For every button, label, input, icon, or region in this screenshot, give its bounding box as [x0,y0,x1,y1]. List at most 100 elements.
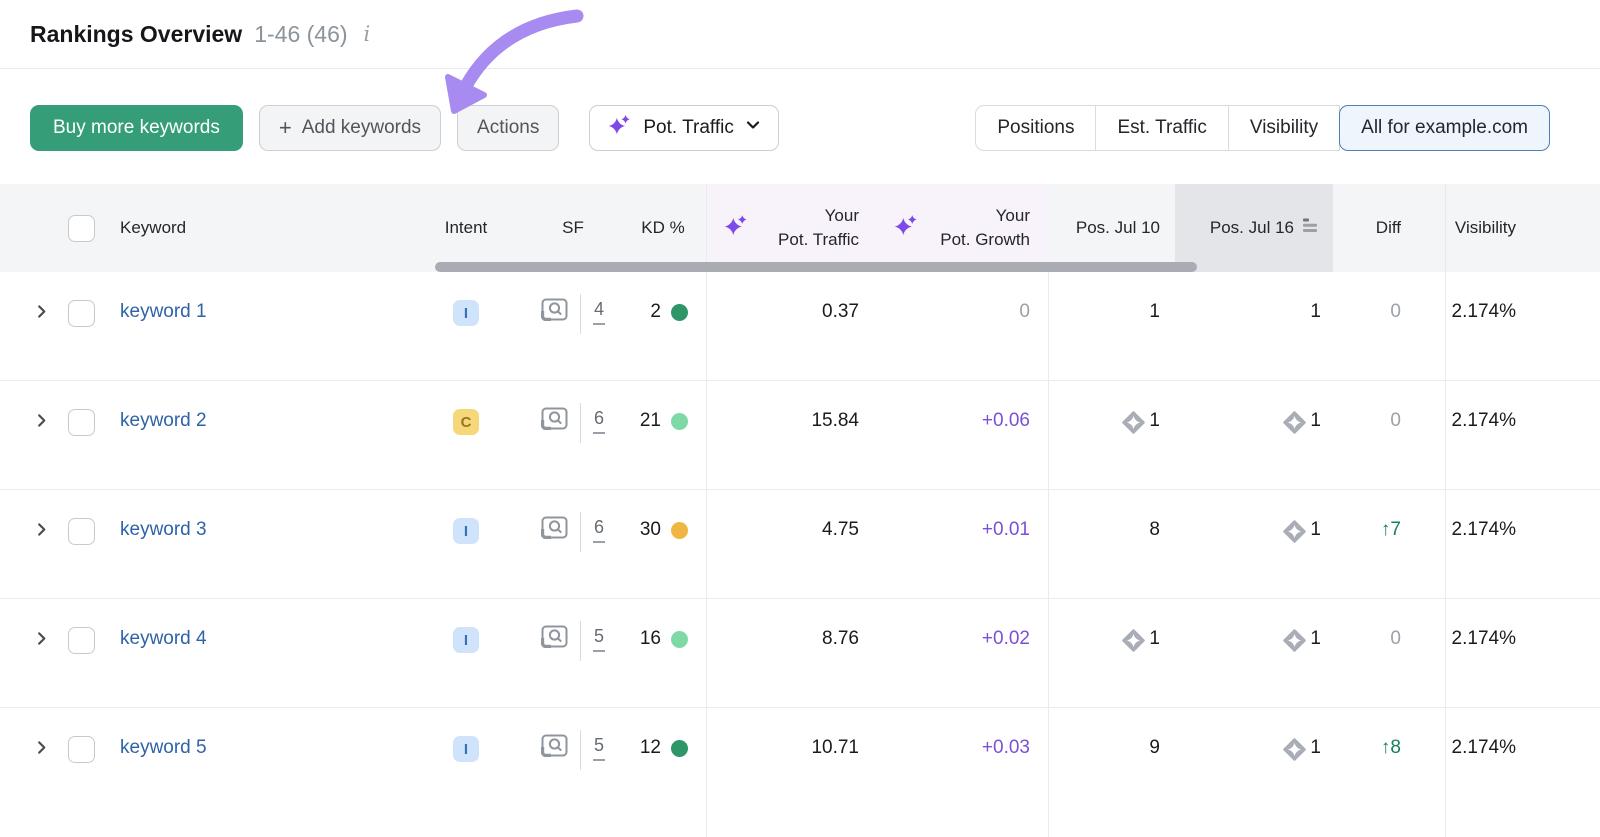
intent-cell: I [406,272,526,380]
row-checkbox[interactable] [68,736,95,763]
position-value: 1 [1149,628,1160,650]
view-tab-visibility[interactable]: Visibility [1228,105,1340,151]
column-header-kd[interactable]: KD % [620,184,706,272]
chevron-down-icon [745,117,761,139]
horizontal-scrollbar-thumb[interactable] [435,262,1197,272]
pot-growth-value: 0 [1019,301,1030,323]
intent-badge[interactable]: I [453,627,479,653]
serp-features-icon[interactable] [541,625,568,654]
sf-cell: 6 [526,490,620,598]
table-row: keyword 4I5168.76+0.021102.174% [0,599,1600,708]
chevron-right-icon [34,739,49,761]
column-header-pos-curr[interactable]: Pos. Jul 16 [1175,184,1333,272]
position-value: 1 [1310,410,1321,432]
pot-traffic-value: 15.84 [811,410,859,432]
visibility-cell: 2.174% [1445,272,1600,380]
pos-curr-cell: 1 [1175,599,1333,707]
expand-row-button[interactable] [0,490,66,598]
column-header-pot-growth[interactable]: Your Pot. Growth [877,184,1048,272]
results-count: 1-46 (46) [254,21,347,48]
keyword-link[interactable]: keyword 1 [120,301,207,323]
kd-cell: 21 [620,381,706,489]
pot-growth-cell: +0.01 [877,490,1048,598]
divider [580,403,581,443]
serp-features-icon[interactable] [541,734,568,763]
sort-desc-icon[interactable] [1303,218,1321,238]
expand-row-button[interactable] [0,708,66,837]
kd-difficulty-dot[interactable] [671,522,688,539]
pot-traffic-header-line2: Pot. Traffic [778,228,859,252]
intent-badge[interactable]: I [453,736,479,762]
intent-badge[interactable]: C [453,409,479,435]
expand-row-button[interactable] [0,272,66,380]
pos-curr-cell: 1 [1175,490,1333,598]
sf-count[interactable]: 6 [593,407,605,434]
sf-cell: 5 [526,708,620,837]
column-header-visibility[interactable]: Visibility [1445,184,1600,272]
pot-traffic-cell: 8.76 [706,599,877,707]
kd-cell: 12 [620,708,706,837]
view-tab-positions[interactable]: Positions [975,105,1096,151]
column-header-diff[interactable]: Diff [1333,184,1445,272]
header-expander-spacer [0,184,66,272]
kd-difficulty-dot[interactable] [671,631,688,648]
row-checkbox-cell [66,272,120,380]
divider [580,512,581,552]
sf-count[interactable]: 6 [593,516,605,543]
buy-more-keywords-button[interactable]: Buy more keywords [30,105,243,151]
row-checkbox[interactable] [68,518,95,545]
serp-feature-position-icon [1122,629,1145,652]
intent-cell: I [406,708,526,837]
pot-growth-cell: +0.02 [877,599,1048,707]
sf-count[interactable]: 4 [593,298,605,325]
view-tab-est-traffic[interactable]: Est. Traffic [1095,105,1228,151]
kd-value: 12 [640,737,661,759]
row-checkbox[interactable] [68,300,95,327]
sf-count[interactable]: 5 [593,734,605,761]
row-checkbox[interactable] [68,409,95,436]
keyword-link[interactable]: keyword 2 [120,410,207,432]
pot-traffic-value: 4.75 [822,519,859,541]
keyword-link[interactable]: keyword 4 [120,628,207,650]
intent-badge[interactable]: I [453,518,479,544]
intent-cell: I [406,599,526,707]
intent-badge[interactable]: I [453,300,479,326]
expand-row-button[interactable] [0,599,66,707]
pot-growth-value: +0.01 [982,519,1030,541]
view-tab-all-for-example-com[interactable]: All for example.com [1339,105,1550,151]
rankings-overview-panel: Rankings Overview 1-46 (46) i Buy more k… [0,0,1600,837]
serp-features-icon[interactable] [541,298,568,327]
add-keywords-button[interactable]: + Add keywords [259,105,441,151]
serp-features-icon[interactable] [541,516,568,545]
column-header-intent[interactable]: Intent [406,184,526,272]
keyword-cell: keyword 2 [120,381,406,489]
divider [580,621,581,661]
kd-cell: 16 [620,599,706,707]
position-value: 9 [1149,737,1160,759]
column-header-pos-prev[interactable]: Pos. Jul 10 [1048,184,1175,272]
serp-features-icon[interactable] [541,407,568,436]
column-header-sf[interactable]: SF [526,184,620,272]
sf-cell: 6 [526,381,620,489]
row-checkbox[interactable] [68,627,95,654]
actions-button[interactable]: Actions [457,105,559,151]
column-header-pot-traffic[interactable]: Your Pot. Traffic [706,184,877,272]
pot-traffic-cell: 0.37 [706,272,877,380]
pos-curr-cell: 1 [1175,272,1333,380]
column-header-keyword[interactable]: Keyword [120,184,406,272]
info-icon[interactable]: i [360,22,375,46]
keyword-link[interactable]: keyword 3 [120,519,207,541]
select-all-checkbox[interactable] [68,215,95,242]
keyword-link[interactable]: keyword 5 [120,737,207,759]
kd-difficulty-dot[interactable] [671,740,688,757]
kd-difficulty-dot[interactable] [671,304,688,321]
sparkle-icon [607,113,632,144]
serp-feature-position-icon [1122,411,1145,434]
kd-difficulty-dot[interactable] [671,413,688,430]
serp-feature-position-icon [1283,629,1306,652]
metric-dropdown[interactable]: Pot. Traffic [589,105,778,151]
sf-count[interactable]: 5 [593,625,605,652]
diff-value: 0 [1390,410,1401,432]
sf-cell: 5 [526,599,620,707]
expand-row-button[interactable] [0,381,66,489]
